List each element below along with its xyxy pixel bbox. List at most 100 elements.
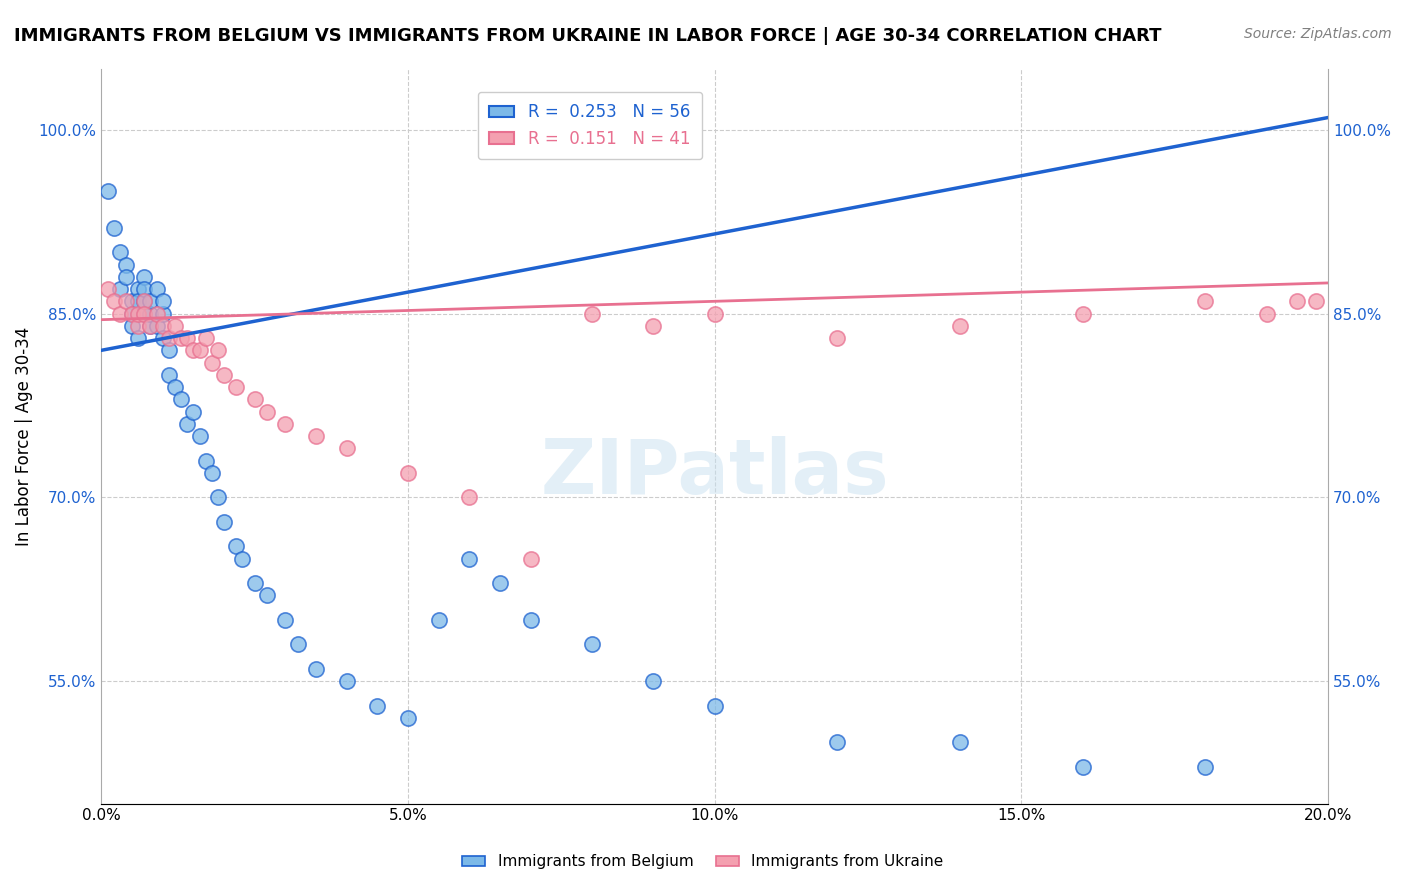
Point [201, 466, 224, 480]
Point [201, 355, 224, 369]
Point [256, 404, 278, 418]
Point [170, 392, 193, 407]
Point [145, 282, 167, 296]
Point [212, 515, 235, 529]
Point [121, 294, 143, 309]
Point [520, 613, 543, 627]
Point [581, 307, 603, 321]
Point [115, 258, 138, 272]
Point [1305, 294, 1327, 309]
Point [115, 294, 138, 309]
Text: IMMIGRANTS FROM BELGIUM VS IMMIGRANTS FROM UKRAINE IN LABOR FORCE | AGE 30-34 CO: IMMIGRANTS FROM BELGIUM VS IMMIGRANTS FR… [14, 27, 1161, 45]
Point [134, 294, 156, 309]
Point [127, 318, 149, 333]
Point [152, 307, 174, 321]
Point [152, 331, 174, 345]
Point [108, 245, 131, 260]
Point [176, 331, 198, 345]
Point [127, 294, 149, 309]
Point [152, 318, 174, 333]
Point [1194, 294, 1216, 309]
Point [287, 637, 309, 651]
Point [103, 220, 125, 235]
Point [183, 343, 205, 358]
Text: Source: ZipAtlas.com: Source: ZipAtlas.com [1244, 27, 1392, 41]
Point [1071, 307, 1094, 321]
Point [643, 674, 665, 689]
Point [127, 331, 149, 345]
Point [139, 318, 162, 333]
Point [188, 343, 211, 358]
Point [163, 318, 186, 333]
Point [427, 613, 450, 627]
Point [152, 294, 174, 309]
Point [231, 551, 253, 566]
Point [183, 404, 205, 418]
Point [139, 307, 162, 321]
Point [127, 307, 149, 321]
Point [115, 269, 138, 284]
Point [207, 343, 229, 358]
Point [336, 442, 359, 456]
Point [1256, 307, 1278, 321]
Point [157, 343, 180, 358]
Point [274, 613, 297, 627]
Point [458, 491, 481, 505]
Point [1286, 294, 1309, 309]
Point [96, 282, 118, 296]
Point [949, 318, 972, 333]
Point [366, 698, 388, 713]
Point [170, 331, 193, 345]
Point [134, 294, 156, 309]
Point [1071, 760, 1094, 774]
Point [121, 318, 143, 333]
Point [243, 576, 266, 591]
Legend: R =  0.253   N = 56, R =  0.151   N = 41: R = 0.253 N = 56, R = 0.151 N = 41 [478, 92, 702, 159]
Point [827, 735, 849, 749]
Point [305, 429, 328, 443]
Point [134, 307, 156, 321]
Point [134, 307, 156, 321]
Point [103, 294, 125, 309]
Point [336, 674, 359, 689]
Point [225, 380, 247, 394]
Point [145, 318, 167, 333]
Point [207, 491, 229, 505]
Point [194, 331, 217, 345]
Point [643, 318, 665, 333]
Point [139, 318, 162, 333]
Point [274, 417, 297, 431]
Point [121, 307, 143, 321]
Point [134, 282, 156, 296]
Point [703, 698, 725, 713]
Point [1194, 760, 1216, 774]
Point [108, 282, 131, 296]
Point [225, 539, 247, 553]
Point [703, 307, 725, 321]
Point [134, 269, 156, 284]
Point [176, 417, 198, 431]
Point [256, 588, 278, 602]
Point [121, 307, 143, 321]
Text: ZIPatlas: ZIPatlas [540, 436, 889, 510]
Point [949, 735, 972, 749]
Point [127, 282, 149, 296]
Point [305, 662, 328, 676]
Y-axis label: In Labor Force | Age 30-34: In Labor Force | Age 30-34 [15, 326, 32, 546]
Point [194, 453, 217, 467]
Point [108, 307, 131, 321]
Point [396, 711, 419, 725]
Point [243, 392, 266, 407]
Point [139, 294, 162, 309]
Point [489, 576, 512, 591]
Point [96, 184, 118, 198]
Point [458, 551, 481, 566]
Point [827, 331, 849, 345]
Point [163, 380, 186, 394]
Point [157, 331, 180, 345]
Point [145, 307, 167, 321]
Point [581, 637, 603, 651]
Point [212, 368, 235, 382]
Point [396, 466, 419, 480]
Legend: Immigrants from Belgium, Immigrants from Ukraine: Immigrants from Belgium, Immigrants from… [457, 848, 949, 875]
